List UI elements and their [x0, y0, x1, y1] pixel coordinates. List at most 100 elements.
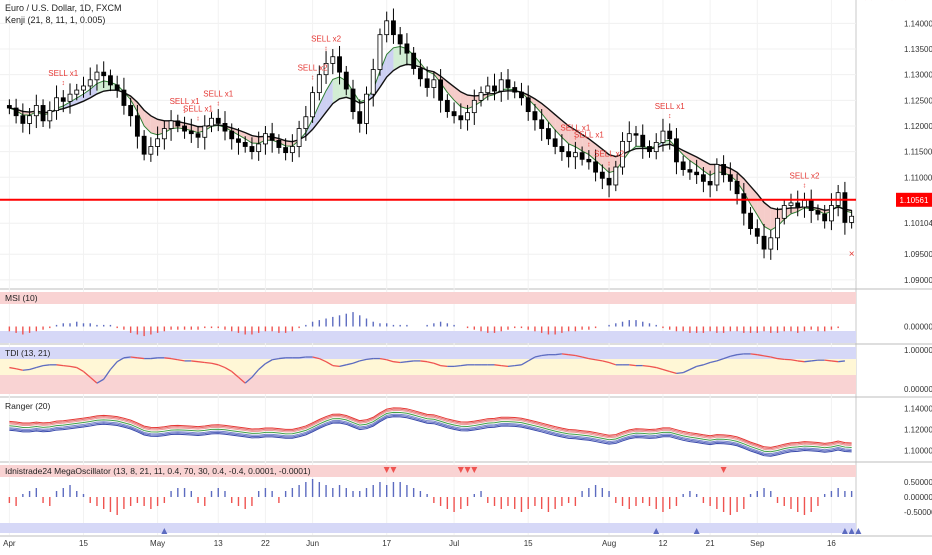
- candle-body: [674, 139, 678, 162]
- sell-signal-label: SELL x1: [183, 105, 213, 114]
- tdi-line-segment: [333, 366, 340, 367]
- candle-body: [560, 147, 564, 152]
- cross-marker: ×: [849, 249, 855, 260]
- candle-body: [263, 134, 267, 144]
- candle-body: [829, 205, 833, 220]
- candle-body: [156, 139, 160, 147]
- tdi-tick-label: 1.00000: [904, 346, 932, 355]
- candle-body: [466, 113, 470, 120]
- tdi-line-segment: [495, 365, 502, 366]
- candle-body: [250, 147, 254, 152]
- candle-body: [311, 93, 315, 117]
- tdi-line-segment: [420, 361, 427, 362]
- time-tick-label: Aug: [602, 539, 616, 548]
- tdi-line-segment: [191, 361, 198, 362]
- candle-body: [486, 86, 490, 93]
- price-tick-label: 1.14000: [904, 19, 932, 28]
- tdi-line-segment: [407, 361, 414, 362]
- candle-body: [28, 116, 32, 124]
- candle-body: [762, 236, 766, 249]
- time-tick-label: 15: [79, 539, 88, 548]
- candle-body: [594, 162, 598, 172]
- ranger-tick-label: 1.14000: [904, 404, 932, 413]
- candle-body: [108, 76, 112, 85]
- candle-body: [782, 205, 786, 218]
- candle-body: [546, 129, 550, 139]
- candle-body: [472, 100, 476, 112]
- time-tick-label: 16: [827, 539, 836, 548]
- candle-body: [533, 112, 537, 120]
- candle-body: [809, 200, 813, 210]
- candle-body: [607, 178, 611, 185]
- candle-body: [68, 94, 72, 101]
- sell-signal-arrow: ↕: [803, 182, 807, 189]
- sell-signal-arrow: ↕: [217, 100, 221, 107]
- tdi-line-segment: [57, 365, 64, 366]
- candle-body: [115, 85, 119, 90]
- candle-body: [540, 120, 544, 129]
- msi-lower-band: [0, 331, 856, 343]
- sell-signal-label: SELL x1: [655, 102, 685, 111]
- tdi-line-segment: [198, 362, 205, 363]
- candle-body: [14, 108, 18, 116]
- candle-body: [843, 193, 847, 223]
- candle-body: [587, 159, 591, 162]
- candle-body: [492, 86, 496, 91]
- candle-body: [297, 129, 301, 147]
- time-tick-label: May: [150, 539, 165, 548]
- sell-signal-arrow: ↕: [196, 116, 200, 123]
- sell-signal-arrow: ↕: [607, 160, 611, 167]
- candle-body: [708, 181, 712, 185]
- candle-body: [789, 203, 793, 206]
- candle-body: [722, 164, 726, 174]
- candle-body: [418, 69, 422, 79]
- candle-body: [364, 94, 368, 123]
- candle-body: [88, 80, 92, 86]
- candle-body: [816, 211, 820, 215]
- tdi-line-segment: [798, 361, 805, 362]
- candle-body: [412, 53, 416, 68]
- candle-body: [439, 80, 443, 101]
- sell-signal-arrow: ↕: [904, 0, 908, 2]
- candle-body: [742, 194, 746, 213]
- sell-signal-arrow: ↕: [324, 45, 328, 52]
- candle-body: [385, 21, 389, 35]
- sell-signal-arrow: ↕: [62, 80, 66, 87]
- sell-signal-arrow: ↕: [587, 141, 591, 148]
- candle-body: [681, 162, 685, 170]
- tdi-line-segment: [555, 354, 562, 355]
- tdi-line-segment: [825, 360, 832, 361]
- msi-title: MSI (10): [5, 293, 38, 303]
- candle-body: [149, 147, 153, 155]
- tdi-lower-band: [0, 375, 856, 394]
- candle-body: [41, 105, 45, 120]
- tdi-line-segment: [124, 357, 131, 358]
- mega-tick-label: -0.50000: [904, 508, 932, 517]
- candle-body: [290, 147, 294, 153]
- candle-body: [102, 72, 106, 76]
- tdi-line-segment: [831, 361, 838, 362]
- msi-upper-band: [0, 292, 856, 304]
- fast-ma-line: [9, 47, 851, 231]
- candle-body: [230, 131, 234, 139]
- candle-body: [425, 79, 429, 88]
- candle-body: [34, 105, 38, 115]
- tdi-title: TDI (13, 21): [5, 348, 51, 358]
- ranger-tick-label: 1.12000: [904, 426, 932, 435]
- tdi-line-segment: [778, 359, 785, 360]
- candle-body: [48, 111, 52, 121]
- price-tag-label: 1.10561: [900, 196, 929, 205]
- candle-body: [189, 131, 193, 134]
- ranger-band-line: [9, 414, 851, 453]
- mega-title: Idnistrade24 MegaOscillator (13, 8, 21, …: [5, 466, 311, 476]
- sell-signal-arrow: ↕: [668, 113, 672, 120]
- sell-signal-label: SELL x2: [298, 64, 328, 73]
- candle-body: [196, 134, 200, 138]
- tdi-line-segment: [501, 366, 508, 367]
- candle-body: [169, 121, 173, 129]
- candle-body: [21, 116, 25, 124]
- tdi-line-segment: [151, 358, 158, 359]
- time-tick-label: Jun: [306, 539, 319, 548]
- tdi-line-segment: [838, 361, 845, 362]
- indicator-title: Kenji (21, 8, 11, 1, 0.005): [5, 15, 105, 25]
